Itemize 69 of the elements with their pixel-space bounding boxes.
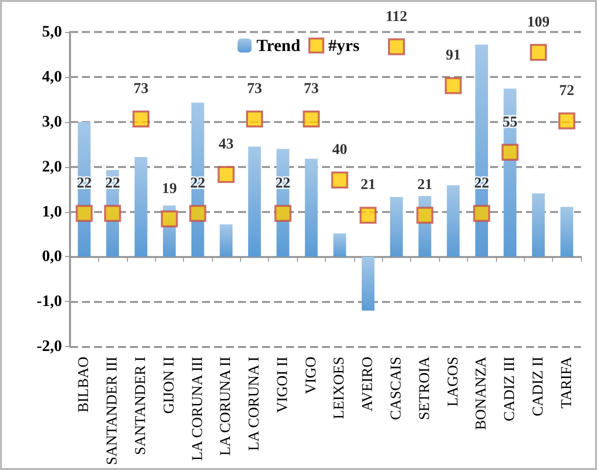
y-tick-label: 1,0 bbox=[42, 203, 62, 220]
bar bbox=[220, 224, 233, 257]
point bbox=[132, 110, 150, 128]
x-tick-label: BONANZA bbox=[474, 356, 490, 430]
x-tick-label: LA CORUNA II bbox=[218, 356, 234, 456]
data-label: 21 bbox=[417, 177, 432, 194]
data-label: 72 bbox=[559, 82, 574, 99]
x-tick-label: SANTANDER III bbox=[104, 356, 121, 466]
x-tick-label: CASCAIS bbox=[388, 356, 404, 420]
bar bbox=[560, 206, 574, 257]
data-label: 91 bbox=[446, 48, 461, 64]
point bbox=[416, 206, 434, 224]
point bbox=[218, 166, 235, 184]
x-tick-label: LEIXOES bbox=[332, 356, 348, 420]
point bbox=[388, 38, 405, 56]
bar bbox=[362, 256, 374, 311]
data-label: 21 bbox=[360, 177, 376, 194]
data-label: 43 bbox=[218, 136, 234, 153]
x-tick-label: LA CORUNA I bbox=[246, 356, 263, 451]
bar bbox=[134, 156, 148, 257]
x-tick-label: AVEIRO bbox=[360, 356, 376, 412]
bar bbox=[532, 193, 545, 257]
y-tick-label: 4,0 bbox=[42, 68, 62, 86]
data-label: 55 bbox=[502, 114, 518, 130]
point bbox=[302, 110, 320, 128]
y-tick-label: 3,0 bbox=[42, 113, 62, 130]
x-tick-label: CADIZ II bbox=[530, 356, 546, 416]
x-tick-label: LA CORUNA III bbox=[190, 356, 206, 461]
x-tick-label: VIGOI II bbox=[274, 356, 291, 413]
bar bbox=[446, 185, 460, 257]
bar bbox=[390, 196, 403, 257]
data-label: 73 bbox=[304, 80, 319, 97]
bar bbox=[248, 146, 261, 257]
x-tick-label: LAGOS bbox=[445, 356, 462, 407]
point bbox=[360, 206, 377, 224]
point bbox=[104, 204, 122, 222]
data-label: 40 bbox=[332, 142, 348, 158]
point bbox=[189, 204, 206, 222]
data-label: 109 bbox=[527, 14, 550, 30]
point bbox=[246, 110, 264, 128]
x-tick-label: TARIFA bbox=[558, 356, 575, 408]
point bbox=[502, 144, 519, 161]
x-tick-label: BILBAO bbox=[76, 356, 92, 412]
x-tick-label: VIGO bbox=[303, 356, 320, 394]
data-label: 73 bbox=[247, 80, 262, 97]
x-tick-label: SETROIA bbox=[416, 356, 433, 420]
point bbox=[160, 210, 178, 228]
data-label: 112 bbox=[386, 8, 408, 25]
point bbox=[473, 204, 490, 222]
point bbox=[274, 204, 292, 222]
x-tick-label: CADIZ III bbox=[502, 356, 518, 422]
y-tick-label: -2,0 bbox=[36, 338, 62, 356]
bar bbox=[333, 233, 346, 257]
y-tick-label: 2,0 bbox=[42, 158, 62, 176]
x-tick-label: GIJON II bbox=[161, 356, 178, 414]
y-tick-label: -1,0 bbox=[36, 293, 62, 310]
data-label: 73 bbox=[133, 80, 148, 97]
point bbox=[76, 204, 93, 222]
point bbox=[331, 172, 348, 189]
y-tick-label: 0,0 bbox=[42, 248, 62, 266]
y-tick-label: 5,0 bbox=[42, 24, 62, 40]
point bbox=[558, 112, 576, 130]
data-label: 19 bbox=[162, 180, 177, 197]
bar bbox=[304, 158, 318, 257]
point bbox=[530, 44, 547, 61]
legend-label: #yrs bbox=[328, 36, 360, 55]
legend-label: Trend bbox=[256, 36, 301, 55]
x-tick-label: SANTANDER I bbox=[132, 356, 149, 456]
point bbox=[444, 77, 462, 94]
